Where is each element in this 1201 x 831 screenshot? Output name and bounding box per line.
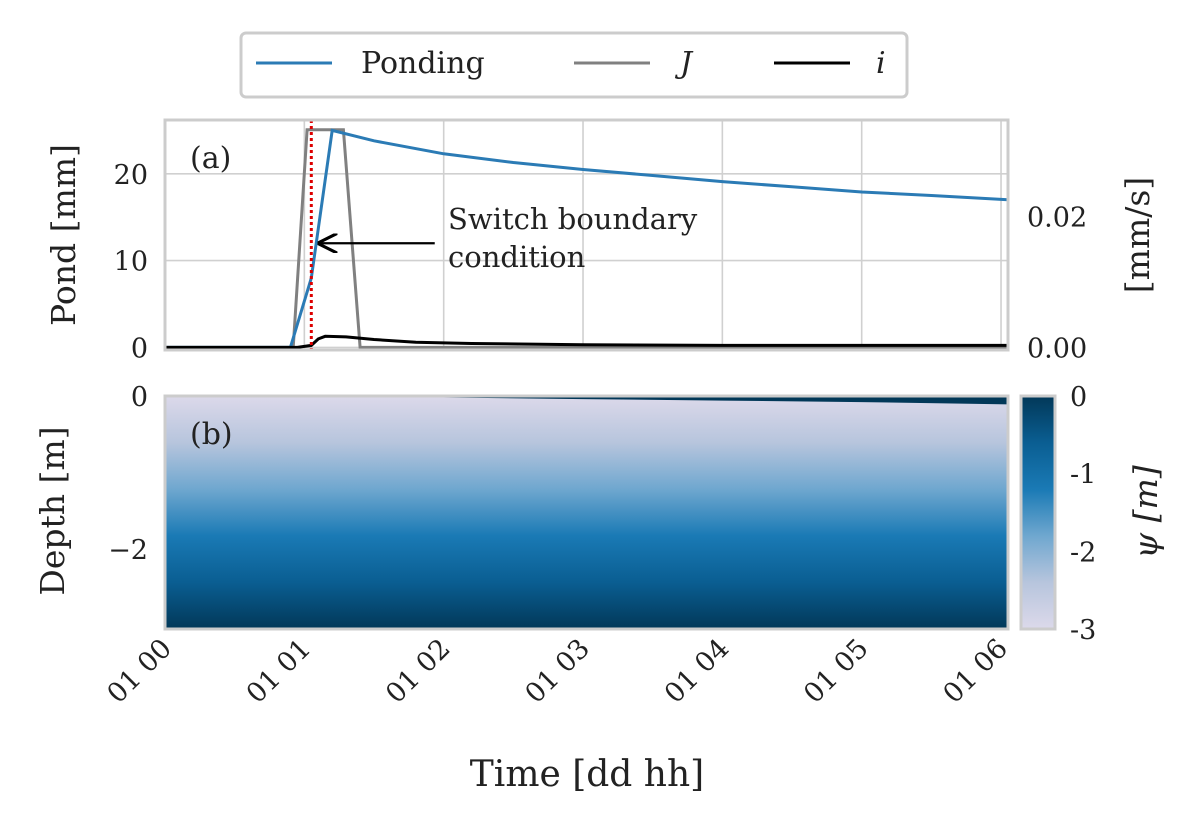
panel-b: (b) 0−2 Depth [m] 0-1-2-3 ψ [m] 01 00 01 … bbox=[33, 382, 1165, 795]
x-tick-2: 01 02 bbox=[380, 633, 457, 710]
wetting-front-band bbox=[346, 396, 1008, 405]
legend: Ponding J i bbox=[239, 31, 909, 99]
x-tick-5: 01 05 bbox=[798, 633, 875, 710]
legend-label-ponding: Ponding bbox=[361, 46, 485, 81]
panel-b-ticks: 0 −2 bbox=[108, 382, 148, 566]
heatmap-field bbox=[165, 396, 1008, 629]
panel-b-ytick-0: 0 bbox=[131, 382, 148, 413]
colorbar-tick-2: -2 bbox=[1070, 537, 1096, 568]
x-axis-ticks: 01 00 01 01 01 02 01 03 01 04 01 05 01 06 bbox=[101, 633, 1014, 710]
panel-a-label: (a) bbox=[190, 141, 231, 176]
panel-a: (a) 0 10 20 0.00 0.02 Pond [mm] [mm/s] Swit… bbox=[44, 118, 1157, 365]
panel-a-ytick-0: 0 bbox=[131, 333, 148, 364]
x-tick-4: 01 04 bbox=[659, 633, 736, 710]
annotation-text-line2: condition bbox=[448, 240, 585, 274]
x-tick-6: 01 06 bbox=[937, 633, 1014, 710]
panel-a-ytick-1: 10 bbox=[114, 247, 148, 278]
x-tick-3: 01 03 bbox=[519, 633, 596, 710]
legend-label-i: i bbox=[876, 46, 886, 81]
colorbar-label: ψ [m] bbox=[1126, 465, 1165, 559]
colorbar-ticks: 0 -1 -2 -3 bbox=[1070, 382, 1096, 646]
panel-a-ytick-right-1: 0.02 bbox=[1027, 203, 1087, 234]
series-ponding-line bbox=[165, 128, 1008, 349]
panel-a-ylabel-right: [mm/s] bbox=[1118, 177, 1157, 293]
series-i-line bbox=[165, 334, 1008, 349]
panel-a-frame bbox=[163, 118, 1010, 352]
x-axis-label: Time [dd hh] bbox=[470, 754, 704, 795]
panel-b-ylabel: Depth [m] bbox=[33, 426, 72, 595]
x-tick-1: 01 01 bbox=[241, 633, 318, 710]
colorbar-tick-3: -3 bbox=[1070, 615, 1096, 646]
panel-a-right-ticks: 0.00 0.02 bbox=[1027, 203, 1087, 365]
colorbar-tick-1: -1 bbox=[1070, 460, 1096, 491]
colorbar-tick-0: 0 bbox=[1070, 382, 1087, 413]
panel-a-ytick-2: 20 bbox=[114, 160, 148, 191]
x-tick-0: 01 00 bbox=[101, 633, 178, 710]
panel-a-ylabel: Pond [mm] bbox=[44, 144, 83, 326]
panel-b-ytick-1: −2 bbox=[108, 535, 148, 566]
panel-b-label: (b) bbox=[190, 417, 233, 452]
panel-b-frame bbox=[163, 394, 1010, 631]
legend-box bbox=[239, 31, 909, 99]
annotation-text-line1: Switch boundary bbox=[448, 202, 698, 236]
colorbar bbox=[1019, 394, 1057, 631]
panel-a-left-ticks: 0 10 20 bbox=[114, 160, 148, 365]
panel-a-ytick-right-0: 0.00 bbox=[1027, 333, 1087, 364]
